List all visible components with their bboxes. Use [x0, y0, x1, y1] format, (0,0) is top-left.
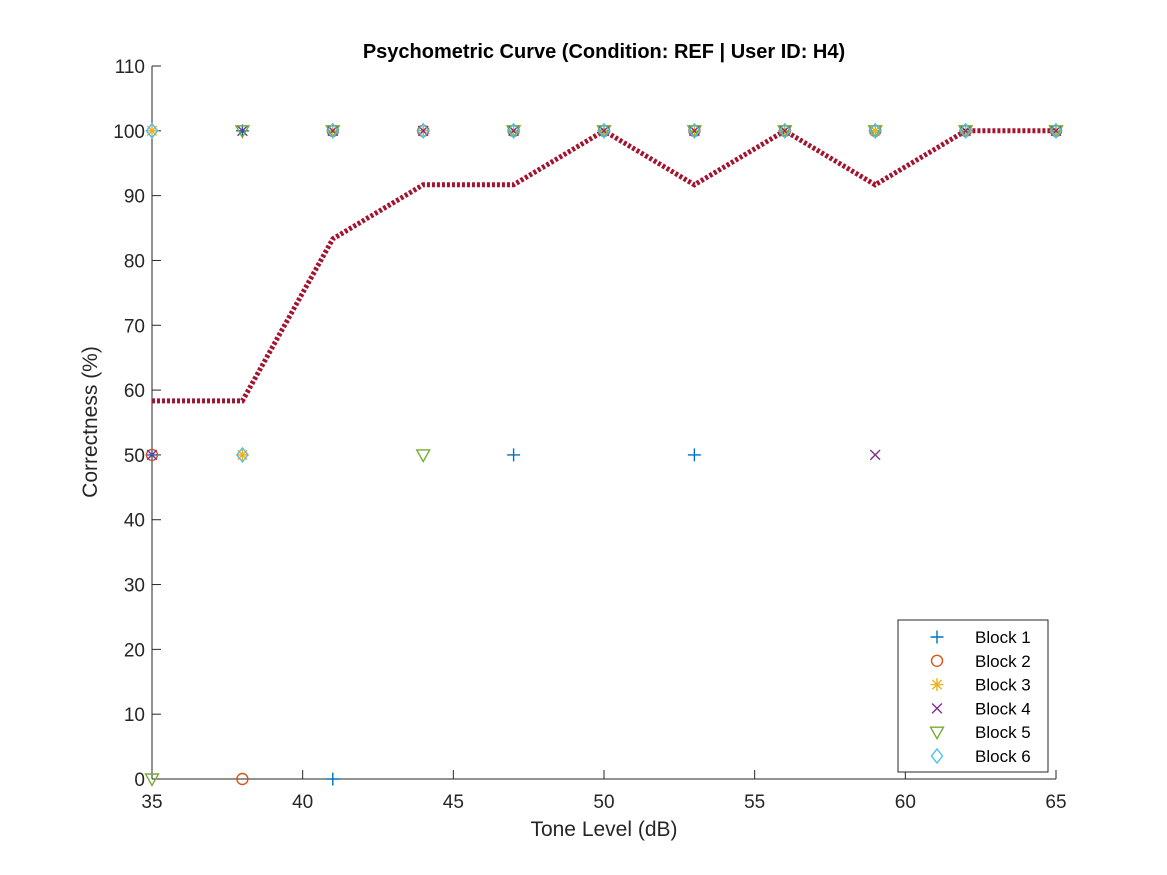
data-point	[869, 449, 881, 461]
data-point	[415, 449, 431, 463]
y-tick-label: 80	[124, 251, 145, 272]
legend-marker	[930, 654, 944, 667]
legend-label: Block 2	[975, 652, 1031, 671]
data-point	[145, 448, 159, 462]
data-point	[146, 449, 158, 461]
legend-label: Block 1	[975, 628, 1031, 647]
data-point	[144, 773, 160, 787]
x-tick-label: 35	[141, 792, 162, 813]
legend-item: Block 1	[930, 628, 1031, 647]
series-5	[144, 125, 1064, 787]
legend-marker	[930, 747, 944, 765]
legend-marker	[929, 726, 945, 741]
legend-label: Block 4	[975, 699, 1031, 718]
y-tick-label: 50	[124, 446, 145, 467]
data-markers-layer	[144, 122, 1064, 787]
series-6	[145, 122, 1063, 464]
data-point	[597, 122, 611, 139]
data-point	[686, 125, 703, 139]
data-point	[416, 122, 430, 139]
data-point	[507, 122, 520, 139]
data-point	[688, 122, 701, 139]
data-point	[145, 122, 159, 139]
legend-label: Block 6	[975, 747, 1031, 766]
y-tick-label: 10	[124, 705, 145, 726]
y-tick-label: 30	[124, 576, 145, 597]
y-tick-label: 100	[113, 122, 145, 143]
x-tick-label: 65	[1045, 792, 1066, 813]
x-tick-label: 40	[292, 792, 313, 813]
data-point	[237, 125, 248, 137]
data-point	[1048, 125, 1064, 139]
y-tick-label: 90	[124, 187, 145, 208]
data-point	[236, 772, 249, 786]
data-point	[596, 125, 612, 139]
legend-label: Block 3	[975, 676, 1031, 695]
data-point	[959, 122, 972, 139]
data-point	[507, 448, 521, 462]
legend-item: Block 2	[930, 652, 1031, 671]
data-point	[867, 125, 883, 139]
data-point	[326, 122, 340, 139]
data-point	[687, 448, 701, 462]
data-point	[868, 124, 882, 138]
legend-item: Block 4	[931, 699, 1031, 718]
legend: Block 1 Block 2 Block 3 Block 4 Block 5 Block…	[897, 619, 1049, 773]
legend-marker	[930, 630, 944, 644]
data-point	[505, 125, 522, 139]
data-point	[778, 122, 792, 139]
legend-item: Block 5	[929, 723, 1031, 742]
legend-item: Block 3	[930, 676, 1031, 695]
legend-marker	[931, 703, 943, 714]
legend-marker	[930, 678, 944, 692]
x-tick-label: 60	[895, 792, 916, 813]
legend-item: Block 6	[930, 747, 1031, 766]
axes: 35 40 45 50 55 60 65 0 10 20 30 40 50 60 70 80 90 100 110	[113, 57, 1066, 813]
data-point	[777, 125, 793, 139]
x-tick-label: 55	[744, 792, 765, 813]
y-axis-title: Correctness (%)	[79, 346, 102, 498]
x-tick-label: 45	[443, 792, 464, 813]
data-point	[145, 124, 159, 138]
y-tick-label: 110	[115, 57, 145, 78]
data-point	[235, 448, 249, 462]
data-point	[325, 125, 341, 139]
legend-label: Block 5	[975, 723, 1031, 742]
y-tick-label: 40	[124, 511, 145, 532]
chart-title: Psychometric Curve (Condition: REF | Use…	[363, 41, 845, 63]
x-axis-title: Tone Level (dB)	[530, 818, 677, 841]
data-point	[326, 772, 340, 786]
data-point	[236, 446, 249, 464]
y-tick-label: 0	[134, 770, 145, 791]
data-point	[957, 125, 974, 139]
legend-box	[897, 619, 1049, 773]
x-tick-label: 50	[593, 792, 614, 813]
y-tick-label: 70	[124, 316, 145, 337]
data-point	[868, 122, 882, 139]
y-tick-label: 60	[124, 381, 145, 402]
data-point	[234, 125, 251, 139]
data-point	[1049, 122, 1063, 139]
y-tick-label: 20	[124, 640, 145, 661]
